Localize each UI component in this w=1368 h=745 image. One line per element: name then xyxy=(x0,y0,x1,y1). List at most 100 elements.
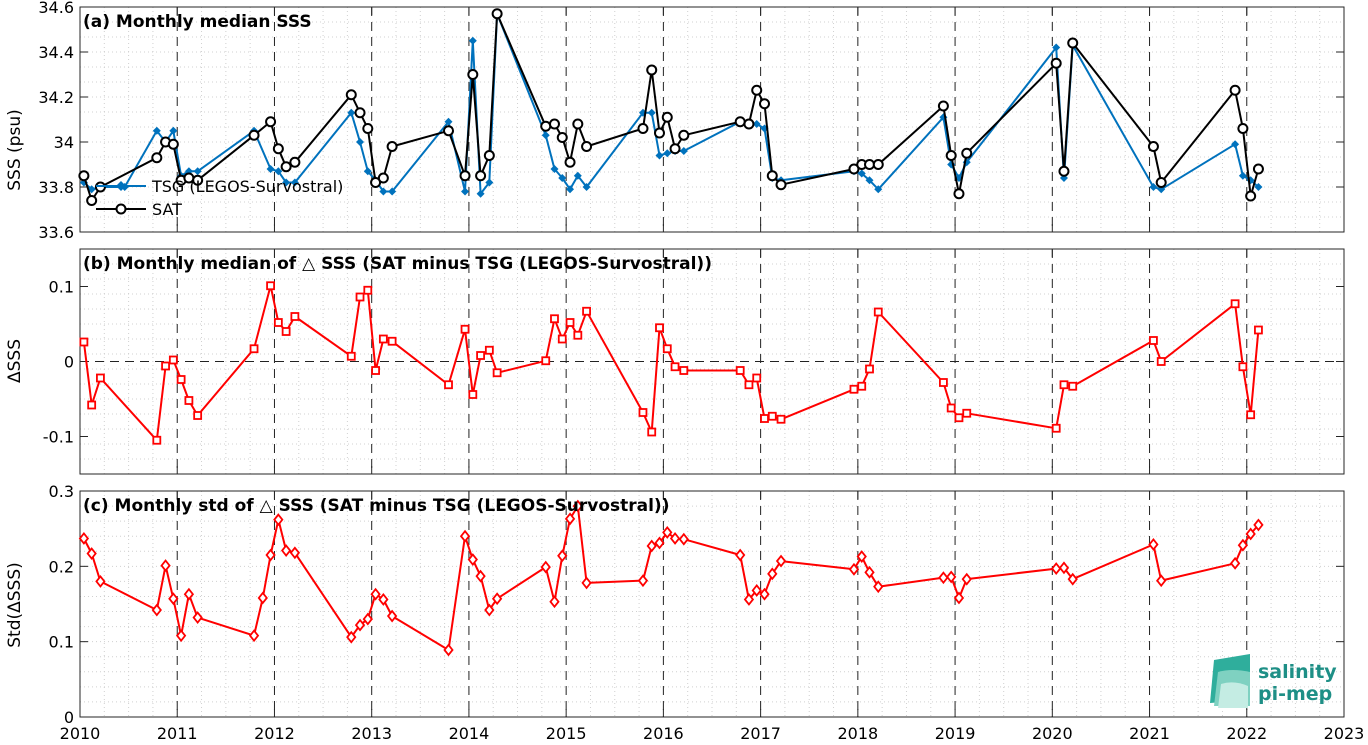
a-point xyxy=(857,169,866,178)
b-point xyxy=(168,355,178,365)
c-point xyxy=(1051,562,1062,576)
a-point xyxy=(573,171,582,180)
a-point xyxy=(865,176,874,185)
a-point xyxy=(550,165,559,173)
b-point xyxy=(638,408,648,417)
b-point xyxy=(573,330,583,340)
a-point xyxy=(461,187,470,196)
a-point xyxy=(491,8,503,20)
a-point xyxy=(872,159,884,170)
a-ytick-label: 34 xyxy=(54,133,74,152)
c-point xyxy=(1253,518,1264,532)
b-point xyxy=(550,314,559,324)
c-xtick-label: 2016 xyxy=(643,724,684,743)
a-point xyxy=(775,179,787,191)
b-ytick-label: 0 xyxy=(64,353,74,372)
b-point xyxy=(484,345,494,355)
c-xtick-label: 2022 xyxy=(1226,724,1267,743)
c-point xyxy=(175,629,187,643)
a-ytick-label: 34.4 xyxy=(38,43,74,62)
c-point xyxy=(160,559,171,573)
a-point xyxy=(679,147,688,155)
legend-tsg-marker xyxy=(116,181,126,191)
a-point xyxy=(1238,171,1247,180)
a-point xyxy=(669,143,681,155)
c-point xyxy=(751,583,762,597)
c-xtick-label: 2021 xyxy=(1129,724,1170,743)
a-point xyxy=(752,120,761,128)
a-point xyxy=(540,120,552,132)
b-point xyxy=(662,344,672,354)
a-point xyxy=(467,69,479,80)
a-point xyxy=(743,118,755,130)
c-point xyxy=(273,513,284,527)
a-point xyxy=(377,172,389,184)
c-xtick-label: 2010 xyxy=(60,724,101,743)
c-ytick-label: 0.1 xyxy=(49,633,74,652)
legend: TSG (LEGOS-Survostral) SAT xyxy=(96,177,343,219)
b-point xyxy=(849,384,859,394)
c-xtick-label: 2014 xyxy=(449,724,490,743)
c-point xyxy=(646,539,657,553)
a-point xyxy=(193,167,202,176)
a-point xyxy=(556,132,568,143)
a-point xyxy=(572,118,584,130)
c-point xyxy=(678,532,689,546)
b-point xyxy=(655,323,664,333)
b-point xyxy=(363,285,373,295)
b-point xyxy=(184,396,194,405)
b-point xyxy=(460,324,470,334)
a-point xyxy=(354,107,366,119)
a-ytick-label: 34.2 xyxy=(38,88,74,107)
c-xtick-label: 2023 xyxy=(1324,724,1365,743)
b-point xyxy=(346,351,356,361)
c-point xyxy=(873,580,884,594)
c-point xyxy=(475,569,486,583)
a-point xyxy=(1252,163,1264,175)
a-point xyxy=(370,177,382,188)
c-point xyxy=(265,548,276,562)
a-point xyxy=(1245,190,1257,202)
b-point xyxy=(939,378,948,387)
a-ytick-label: 33.8 xyxy=(38,178,74,197)
c-point xyxy=(775,554,787,568)
c-series-0-line xyxy=(83,505,1260,651)
a-point xyxy=(1058,165,1070,177)
c-xtick-label: 2019 xyxy=(935,724,976,743)
c-point xyxy=(848,562,860,576)
a-point xyxy=(345,89,357,101)
a-point xyxy=(1147,141,1159,152)
c-point xyxy=(346,630,357,644)
a-point xyxy=(646,64,658,76)
c-point xyxy=(1067,572,1078,586)
b-point xyxy=(752,373,762,383)
a-point xyxy=(266,165,275,173)
panel-b-delta-sss: -0.1 0 0.1 xyxy=(43,248,1345,475)
a-point xyxy=(290,178,299,187)
panel-c-std-delta-sss: 0 0.1 0.2 0.3 2010 2011 2012 2013 2014 2015 2016 20… xyxy=(49,482,1365,743)
b-point xyxy=(249,344,259,354)
a-point xyxy=(874,185,883,194)
b-point xyxy=(1254,325,1263,335)
c-point xyxy=(354,618,366,632)
a-point xyxy=(848,163,860,175)
panel-c-ylabel: Std(ΔSSS) xyxy=(5,562,25,648)
b-point xyxy=(857,381,867,391)
a-point xyxy=(78,170,90,182)
a-point xyxy=(444,117,453,126)
a-point xyxy=(483,150,495,161)
c-xtick-label: 2015 xyxy=(546,724,587,743)
a-point xyxy=(582,183,591,191)
a-ytick-label: 33.6 xyxy=(38,223,74,242)
c-axes-box xyxy=(79,490,1345,718)
panel-a-title: (a) Monthly median SSS xyxy=(83,12,312,32)
c-point xyxy=(1245,527,1256,541)
legend-sat-marker xyxy=(115,203,127,215)
a-point xyxy=(581,141,593,152)
b-point xyxy=(1246,410,1256,420)
c-point xyxy=(362,612,373,626)
b-point xyxy=(679,366,689,375)
panel-a-ylabel: SSS (psu) xyxy=(5,109,25,190)
b-point xyxy=(161,361,170,371)
b-point xyxy=(193,411,203,420)
